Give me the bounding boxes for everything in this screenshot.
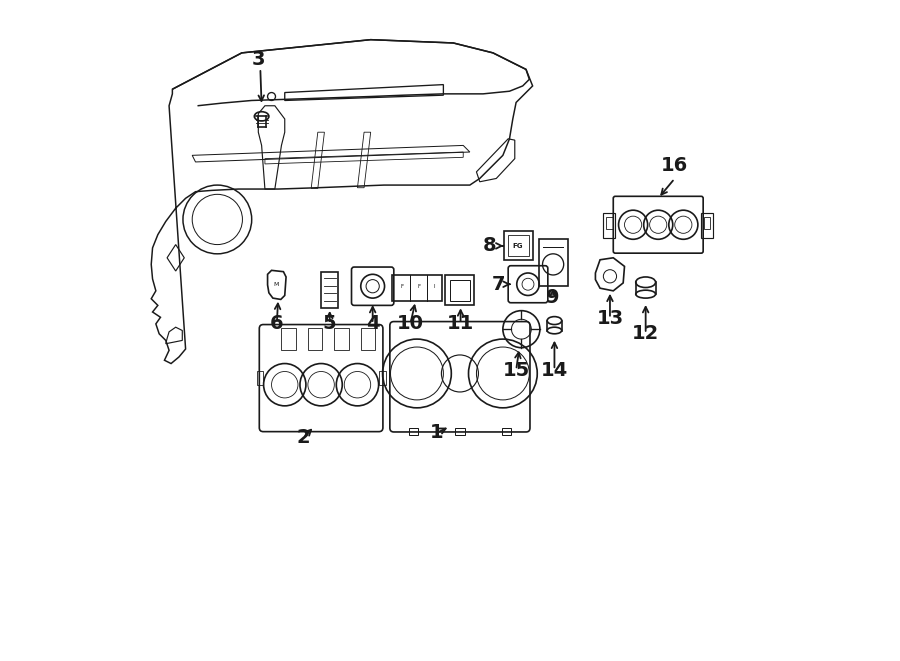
Text: FG: FG xyxy=(513,243,523,249)
Text: 2: 2 xyxy=(296,428,310,447)
Bar xyxy=(606,217,613,229)
Bar xyxy=(701,213,713,238)
Bar xyxy=(392,275,442,301)
Bar xyxy=(455,428,464,435)
Text: 16: 16 xyxy=(662,156,688,175)
Bar xyxy=(409,428,419,435)
Text: 10: 10 xyxy=(397,315,424,333)
Text: 14: 14 xyxy=(541,361,568,379)
Text: M: M xyxy=(274,282,279,288)
Text: 6: 6 xyxy=(270,315,284,333)
Bar xyxy=(503,231,533,260)
Bar xyxy=(308,328,322,350)
Bar xyxy=(704,217,710,229)
Bar xyxy=(282,328,296,350)
Text: I: I xyxy=(433,284,435,290)
Bar xyxy=(508,235,528,256)
Text: 1: 1 xyxy=(430,424,444,442)
Text: 9: 9 xyxy=(546,288,560,307)
Text: 4: 4 xyxy=(366,315,380,333)
Text: 5: 5 xyxy=(323,315,337,333)
Bar xyxy=(379,371,385,385)
Text: 8: 8 xyxy=(482,237,497,255)
Bar xyxy=(538,239,568,286)
Bar xyxy=(334,328,349,350)
Bar xyxy=(446,275,474,305)
Bar xyxy=(361,328,375,350)
Bar xyxy=(450,280,470,301)
Text: 3: 3 xyxy=(252,50,266,69)
Bar xyxy=(321,272,338,308)
Bar xyxy=(256,371,264,385)
Text: 7: 7 xyxy=(492,275,506,293)
Text: F: F xyxy=(400,284,403,290)
Bar xyxy=(501,428,511,435)
Text: 12: 12 xyxy=(632,325,660,343)
Bar xyxy=(603,213,616,238)
Text: 11: 11 xyxy=(447,315,474,333)
Text: 15: 15 xyxy=(502,361,530,379)
Text: F: F xyxy=(418,284,420,290)
Text: 13: 13 xyxy=(597,309,624,328)
